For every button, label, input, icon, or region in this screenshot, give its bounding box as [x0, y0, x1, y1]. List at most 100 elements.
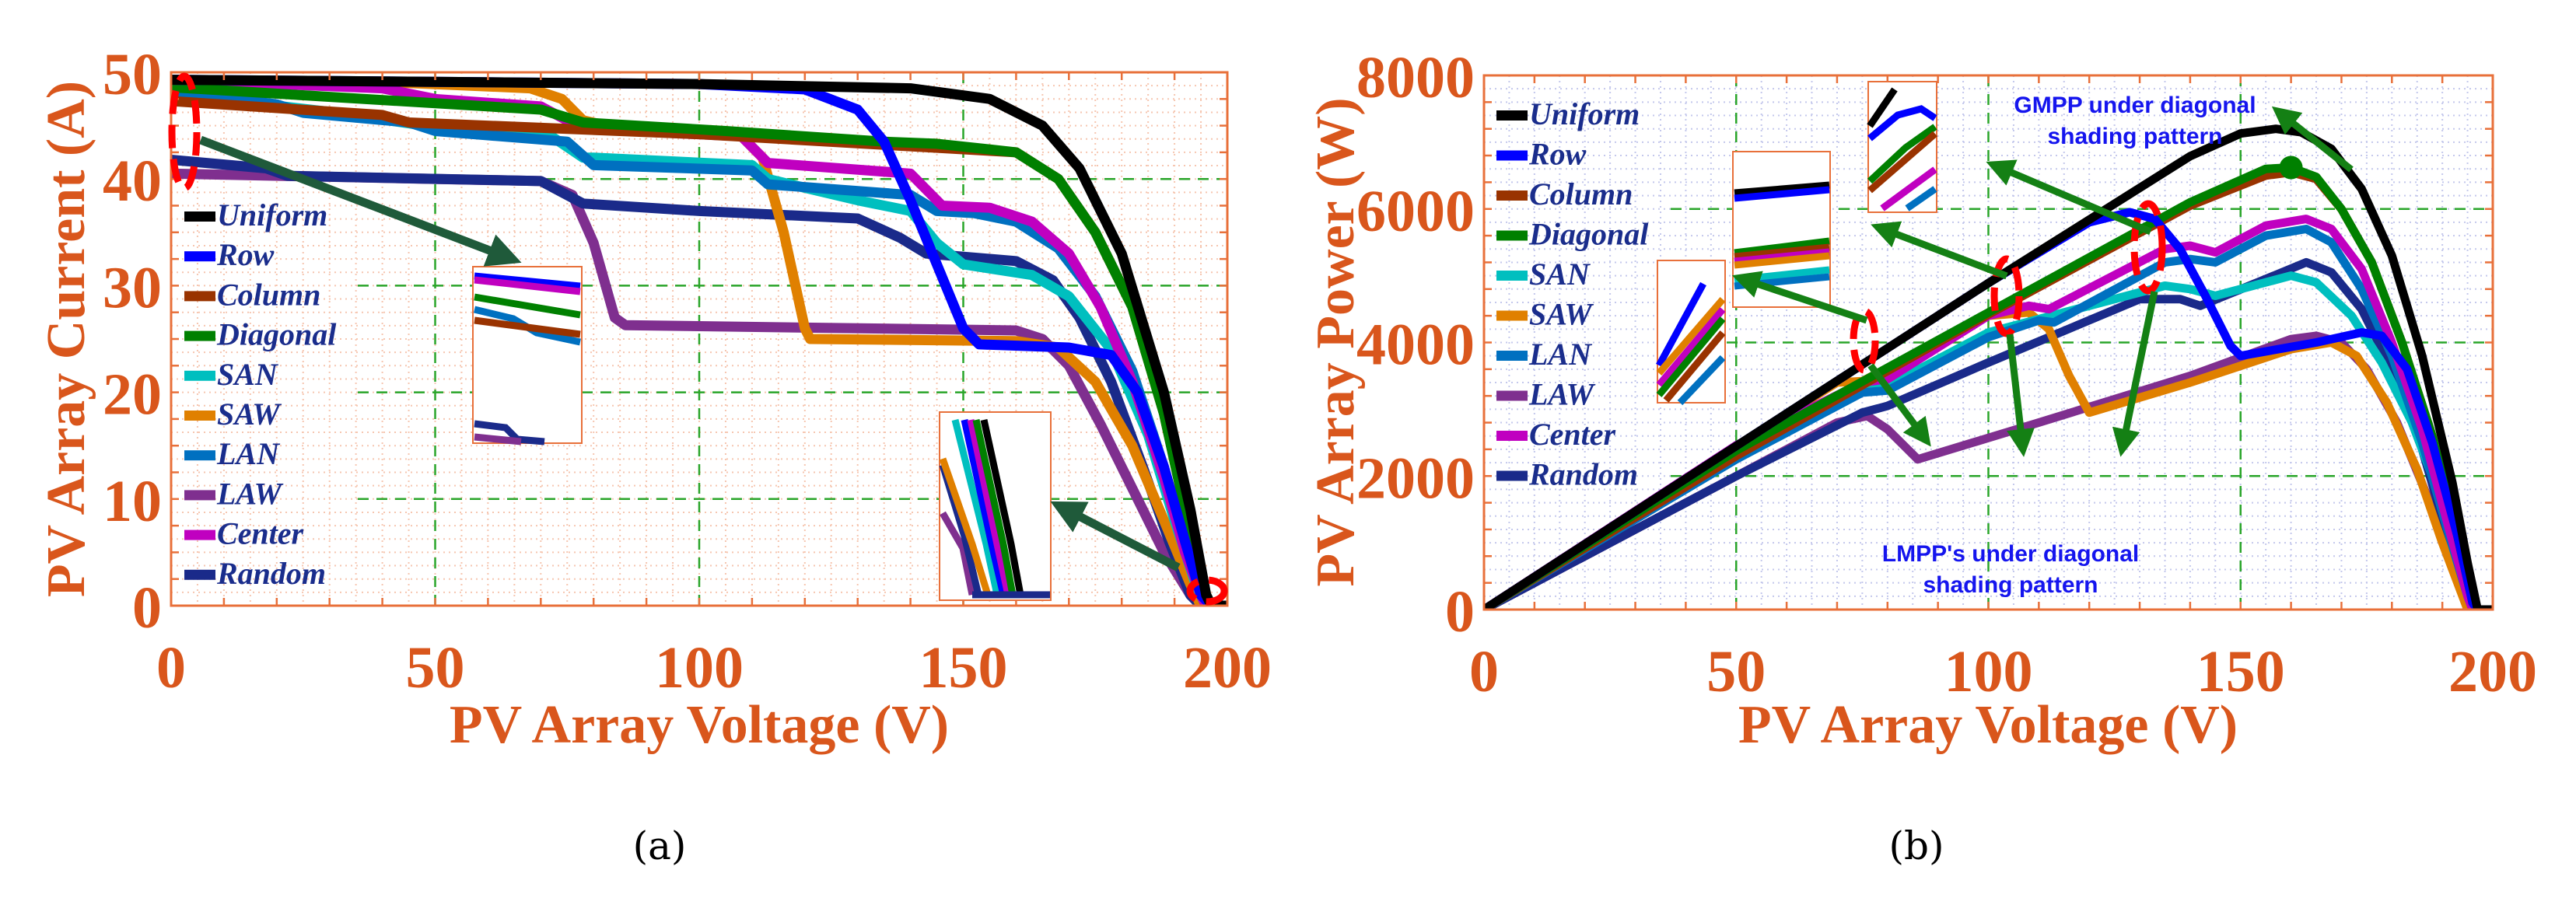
- arrow-icon: [1871, 221, 2008, 280]
- arrow-icon: [2112, 291, 2158, 457]
- y-tick-label: 10: [103, 469, 162, 534]
- legend-swatch: [1496, 230, 1528, 241]
- zoom-inset: [1656, 260, 1726, 406]
- lmpp-annotation-line1: LMPP's under diagonal: [1882, 541, 2140, 567]
- curve-saw: [171, 75, 1206, 606]
- legend-swatch: [184, 330, 215, 341]
- legend-item-saw: SAW: [1496, 297, 1594, 332]
- highlight-ellipse: [1850, 307, 1879, 374]
- y-tick-label: 6000: [1356, 179, 1475, 244]
- legend-item-row: Row: [184, 237, 275, 272]
- iv-chart-curves: [171, 75, 1227, 606]
- pv-chart-x-axis-title: PV Array Voltage (V): [1738, 695, 2238, 755]
- legend-item-saw: SAW: [184, 397, 282, 432]
- highlight-ellipse: [1186, 576, 1228, 606]
- pv-chart-legend: Uniform Row Column Diagonal SAN SAW LAN LAW Cent…: [1496, 96, 1649, 492]
- legend-item-row: Row: [1496, 137, 1587, 172]
- iv-chart-x-axis-title: PV Array Voltage (V): [450, 695, 949, 755]
- x-tick-label: 100: [1944, 639, 2033, 704]
- legend-item-uniform: Uniform: [1496, 96, 1640, 131]
- curve-diagonal: [171, 82, 1217, 606]
- legend-label: LAN: [1528, 337, 1593, 372]
- arrow-icon: [1986, 159, 2152, 236]
- legend-swatch: [184, 251, 215, 262]
- legend-swatch: [1496, 190, 1528, 201]
- gmpp-marker: [2279, 155, 2303, 180]
- legend-item-law: LAW: [1496, 377, 1595, 412]
- legend-swatch: [1496, 431, 1528, 441]
- caption-b: (b): [1888, 823, 1944, 868]
- legend-item-law: LAW: [184, 476, 283, 511]
- x-tick-label: 0: [1469, 639, 1499, 704]
- iv-chart-y-axis-title: PV Array Current (A): [37, 81, 96, 597]
- y-tick-label: 20: [103, 362, 162, 428]
- highlight-ellipse: [168, 72, 201, 192]
- legend-label: LAW: [216, 476, 283, 511]
- legend-item-center: Center: [1496, 417, 1616, 452]
- y-tick-label: 0: [1445, 579, 1475, 645]
- x-tick-label: 50: [1706, 639, 1766, 704]
- gmpp-annotation-line2: shading pattern: [2047, 124, 2222, 149]
- legend-label: Uniform: [217, 197, 327, 232]
- y-tick-label: 8000: [1356, 45, 1475, 110]
- x-tick-label: 0: [156, 635, 186, 701]
- caption-a: (a): [633, 823, 687, 868]
- legend-swatch: [1496, 110, 1528, 121]
- arrow-icon: [199, 135, 522, 267]
- curve-uniform: [171, 75, 1227, 606]
- arrow-icon: [1867, 363, 1931, 447]
- legend-label: Column: [1529, 176, 1633, 211]
- lmpp-annotation-line2: shading pattern: [1923, 572, 2098, 598]
- y-tick-label: 40: [103, 149, 162, 214]
- legend-item-random: Random: [184, 556, 326, 591]
- legend-swatch: [1496, 390, 1528, 401]
- legend-item-diagonal: Diagonal: [184, 317, 337, 352]
- legend-label: Diagonal: [1528, 217, 1649, 252]
- legend-label: Column: [217, 277, 320, 312]
- legend-item-san: SAN: [184, 357, 279, 392]
- x-tick-label: 200: [1183, 635, 1272, 701]
- legend-swatch: [184, 411, 215, 421]
- y-tick-label: 30: [103, 255, 162, 320]
- legend-swatch: [184, 529, 215, 540]
- x-tick-label: 200: [2448, 639, 2537, 704]
- legend-label: LAW: [1528, 377, 1595, 412]
- legend-label: Random: [1528, 457, 1638, 492]
- legend-swatch: [1496, 470, 1528, 481]
- arrow-icon: [1050, 501, 1181, 571]
- legend-item-column: Column: [1496, 176, 1633, 211]
- pv-chart-insets: [1656, 81, 2354, 457]
- legend-label: Row: [1528, 137, 1587, 172]
- legend-swatch: [1496, 351, 1528, 361]
- legend-label: Diagonal: [216, 317, 337, 352]
- legend-label: SAW: [217, 397, 282, 432]
- legend-swatch: [184, 450, 215, 461]
- iv-chart-legend: Uniform Row Column Diagonal SAN SAW LAN LAW Cent…: [184, 197, 337, 591]
- legend-item-column: Column: [184, 277, 320, 312]
- iv-chart-ticks: 0 50 100 150 200 0 10 20 30 40 50: [103, 42, 1272, 701]
- y-tick-label: 2000: [1356, 446, 1475, 511]
- legend-label: SAN: [1529, 257, 1591, 292]
- y-tick-label: 50: [103, 42, 162, 107]
- legend-label: Random: [216, 556, 326, 591]
- legend-label: Center: [1529, 417, 1616, 452]
- legend-swatch: [1496, 310, 1528, 321]
- zoom-inset: [1867, 81, 1937, 213]
- legend-swatch: [184, 569, 215, 580]
- legend-swatch: [184, 211, 215, 222]
- curve-center: [1484, 215, 2477, 610]
- legend-label: Uniform: [1529, 96, 1640, 131]
- x-tick-label: 100: [655, 635, 744, 701]
- legend-item-uniform: Uniform: [184, 197, 327, 232]
- legend-label: LAN: [216, 436, 281, 471]
- legend-item-diagonal: Diagonal: [1496, 217, 1649, 252]
- legend-label: Center: [217, 516, 304, 551]
- arrow-icon: [2271, 106, 2354, 173]
- legend-item-random: Random: [1496, 457, 1638, 492]
- legend-swatch: [1496, 150, 1528, 161]
- legend-swatch: [184, 370, 215, 381]
- legend-item-center: Center: [184, 516, 304, 551]
- iv-chart-insets: [168, 72, 1228, 606]
